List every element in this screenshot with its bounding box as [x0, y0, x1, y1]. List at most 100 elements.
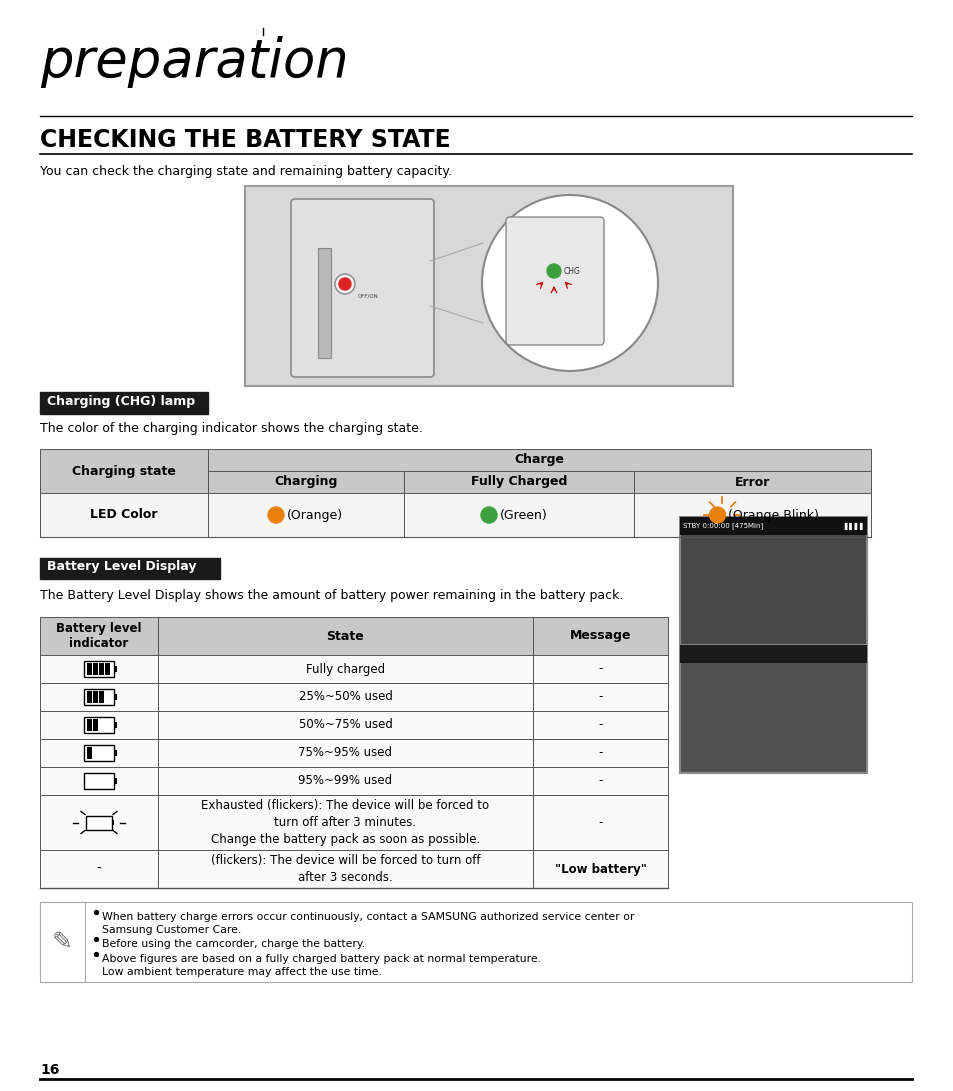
Circle shape [335, 274, 355, 293]
Bar [158, 795, 533, 850]
Bar [113, 666, 117, 672]
Bar [113, 722, 117, 728]
Bar [208, 493, 403, 537]
Text: 95%~99% used: 95%~99% used [298, 775, 392, 788]
Bar [679, 645, 866, 663]
Text: The color of the charging indicator shows the charging state.: The color of the charging indicator show… [40, 422, 422, 435]
Text: Fully charged: Fully charged [306, 662, 385, 675]
Text: 50%~75% used: 50%~75% used [298, 719, 392, 731]
Text: OFF/ON: OFF/ON [357, 293, 378, 299]
Text: (Green): (Green) [499, 508, 547, 521]
Bar [634, 493, 870, 537]
Text: Fully Charged: Fully Charged [471, 476, 567, 489]
Circle shape [709, 507, 724, 523]
Bar [40, 683, 158, 711]
Text: -: - [598, 816, 602, 829]
Text: (Orange Blink): (Orange Blink) [728, 508, 819, 521]
Bar [92, 663, 98, 675]
Bar [84, 745, 113, 762]
Bar [84, 717, 113, 733]
Text: "Low battery": "Low battery" [554, 863, 646, 875]
Bar [158, 711, 533, 739]
Text: State: State [326, 630, 364, 643]
Text: STBY 0:00:00 [475Min]: STBY 0:00:00 [475Min] [682, 523, 762, 529]
Text: Battery Level Display: Battery Level Display [47, 560, 196, 573]
Bar [158, 655, 533, 683]
Bar [87, 747, 92, 759]
Text: preparation: preparation [40, 36, 348, 88]
Text: -: - [598, 719, 602, 731]
Bar [40, 739, 158, 767]
Bar [84, 774, 113, 789]
Text: CHG: CHG [563, 266, 580, 276]
Bar [40, 392, 208, 413]
Bar [158, 739, 533, 767]
Bar [40, 767, 158, 795]
Text: -: - [96, 862, 101, 876]
Bar [317, 248, 331, 358]
Bar [99, 691, 105, 703]
Bar [533, 711, 667, 739]
Bar [112, 820, 114, 825]
Bar [87, 663, 92, 675]
Text: Charging state: Charging state [72, 465, 175, 478]
Text: Above figures are based on a fully charged battery pack at normal temperature.
L: Above figures are based on a fully charg… [102, 954, 540, 976]
Text: -: - [598, 662, 602, 675]
Bar [158, 683, 533, 711]
Bar [40, 795, 158, 850]
Bar [113, 750, 117, 756]
Bar [208, 449, 870, 471]
Circle shape [481, 195, 658, 371]
Text: Message: Message [569, 630, 631, 643]
Bar [158, 618, 533, 655]
Bar [634, 471, 870, 493]
FancyBboxPatch shape [505, 217, 603, 345]
Circle shape [546, 264, 560, 278]
Bar [40, 902, 911, 982]
Bar [92, 719, 98, 731]
Bar [92, 691, 98, 703]
Bar [679, 517, 866, 645]
Text: You can check the charging state and remaining battery capacity.: You can check the charging state and rem… [40, 165, 452, 178]
Bar [679, 618, 866, 774]
Bar [533, 795, 667, 850]
Bar [40, 655, 158, 683]
Text: 75%~95% used: 75%~95% used [298, 746, 392, 759]
Bar [403, 493, 634, 537]
Text: 25%~50% used: 25%~50% used [298, 691, 392, 704]
Text: ✎: ✎ [51, 930, 72, 954]
Bar [87, 691, 92, 703]
Bar [533, 850, 667, 888]
Bar [40, 558, 220, 579]
Bar [158, 767, 533, 795]
Bar [245, 185, 732, 386]
Bar [40, 902, 85, 982]
Bar [40, 850, 158, 888]
Bar [40, 449, 208, 493]
Bar [533, 767, 667, 795]
Bar [533, 655, 667, 683]
Text: -: - [598, 746, 602, 759]
Bar [84, 661, 113, 678]
Text: -: - [598, 775, 602, 788]
Bar [533, 683, 667, 711]
Text: Exhausted (flickers): The device will be forced to
turn off after 3 minutes.
Cha: Exhausted (flickers): The device will be… [201, 799, 489, 846]
Text: ▐▐▐▐: ▐▐▐▐ [841, 523, 862, 529]
Text: LED Color: LED Color [91, 508, 157, 521]
Bar [403, 471, 634, 493]
Circle shape [268, 507, 284, 523]
Text: Error: Error [734, 476, 769, 489]
Text: Charging (CHG) lamp: Charging (CHG) lamp [47, 395, 195, 408]
Bar [533, 618, 667, 655]
Text: -: - [598, 691, 602, 704]
Bar [113, 778, 117, 784]
Text: 16: 16 [40, 1063, 59, 1077]
Text: When battery charge errors occur continuously, contact a SAMSUNG authorized serv: When battery charge errors occur continu… [102, 912, 634, 935]
Bar [99, 663, 105, 675]
Text: (flickers): The device will be forced to turn off
after 3 seconds.: (flickers): The device will be forced to… [211, 854, 479, 884]
Bar [86, 815, 112, 829]
Text: Charge: Charge [514, 454, 564, 467]
Text: Before using the camcorder, charge the battery.: Before using the camcorder, charge the b… [102, 939, 365, 949]
Bar [208, 471, 403, 493]
Text: Charging: Charging [274, 476, 337, 489]
